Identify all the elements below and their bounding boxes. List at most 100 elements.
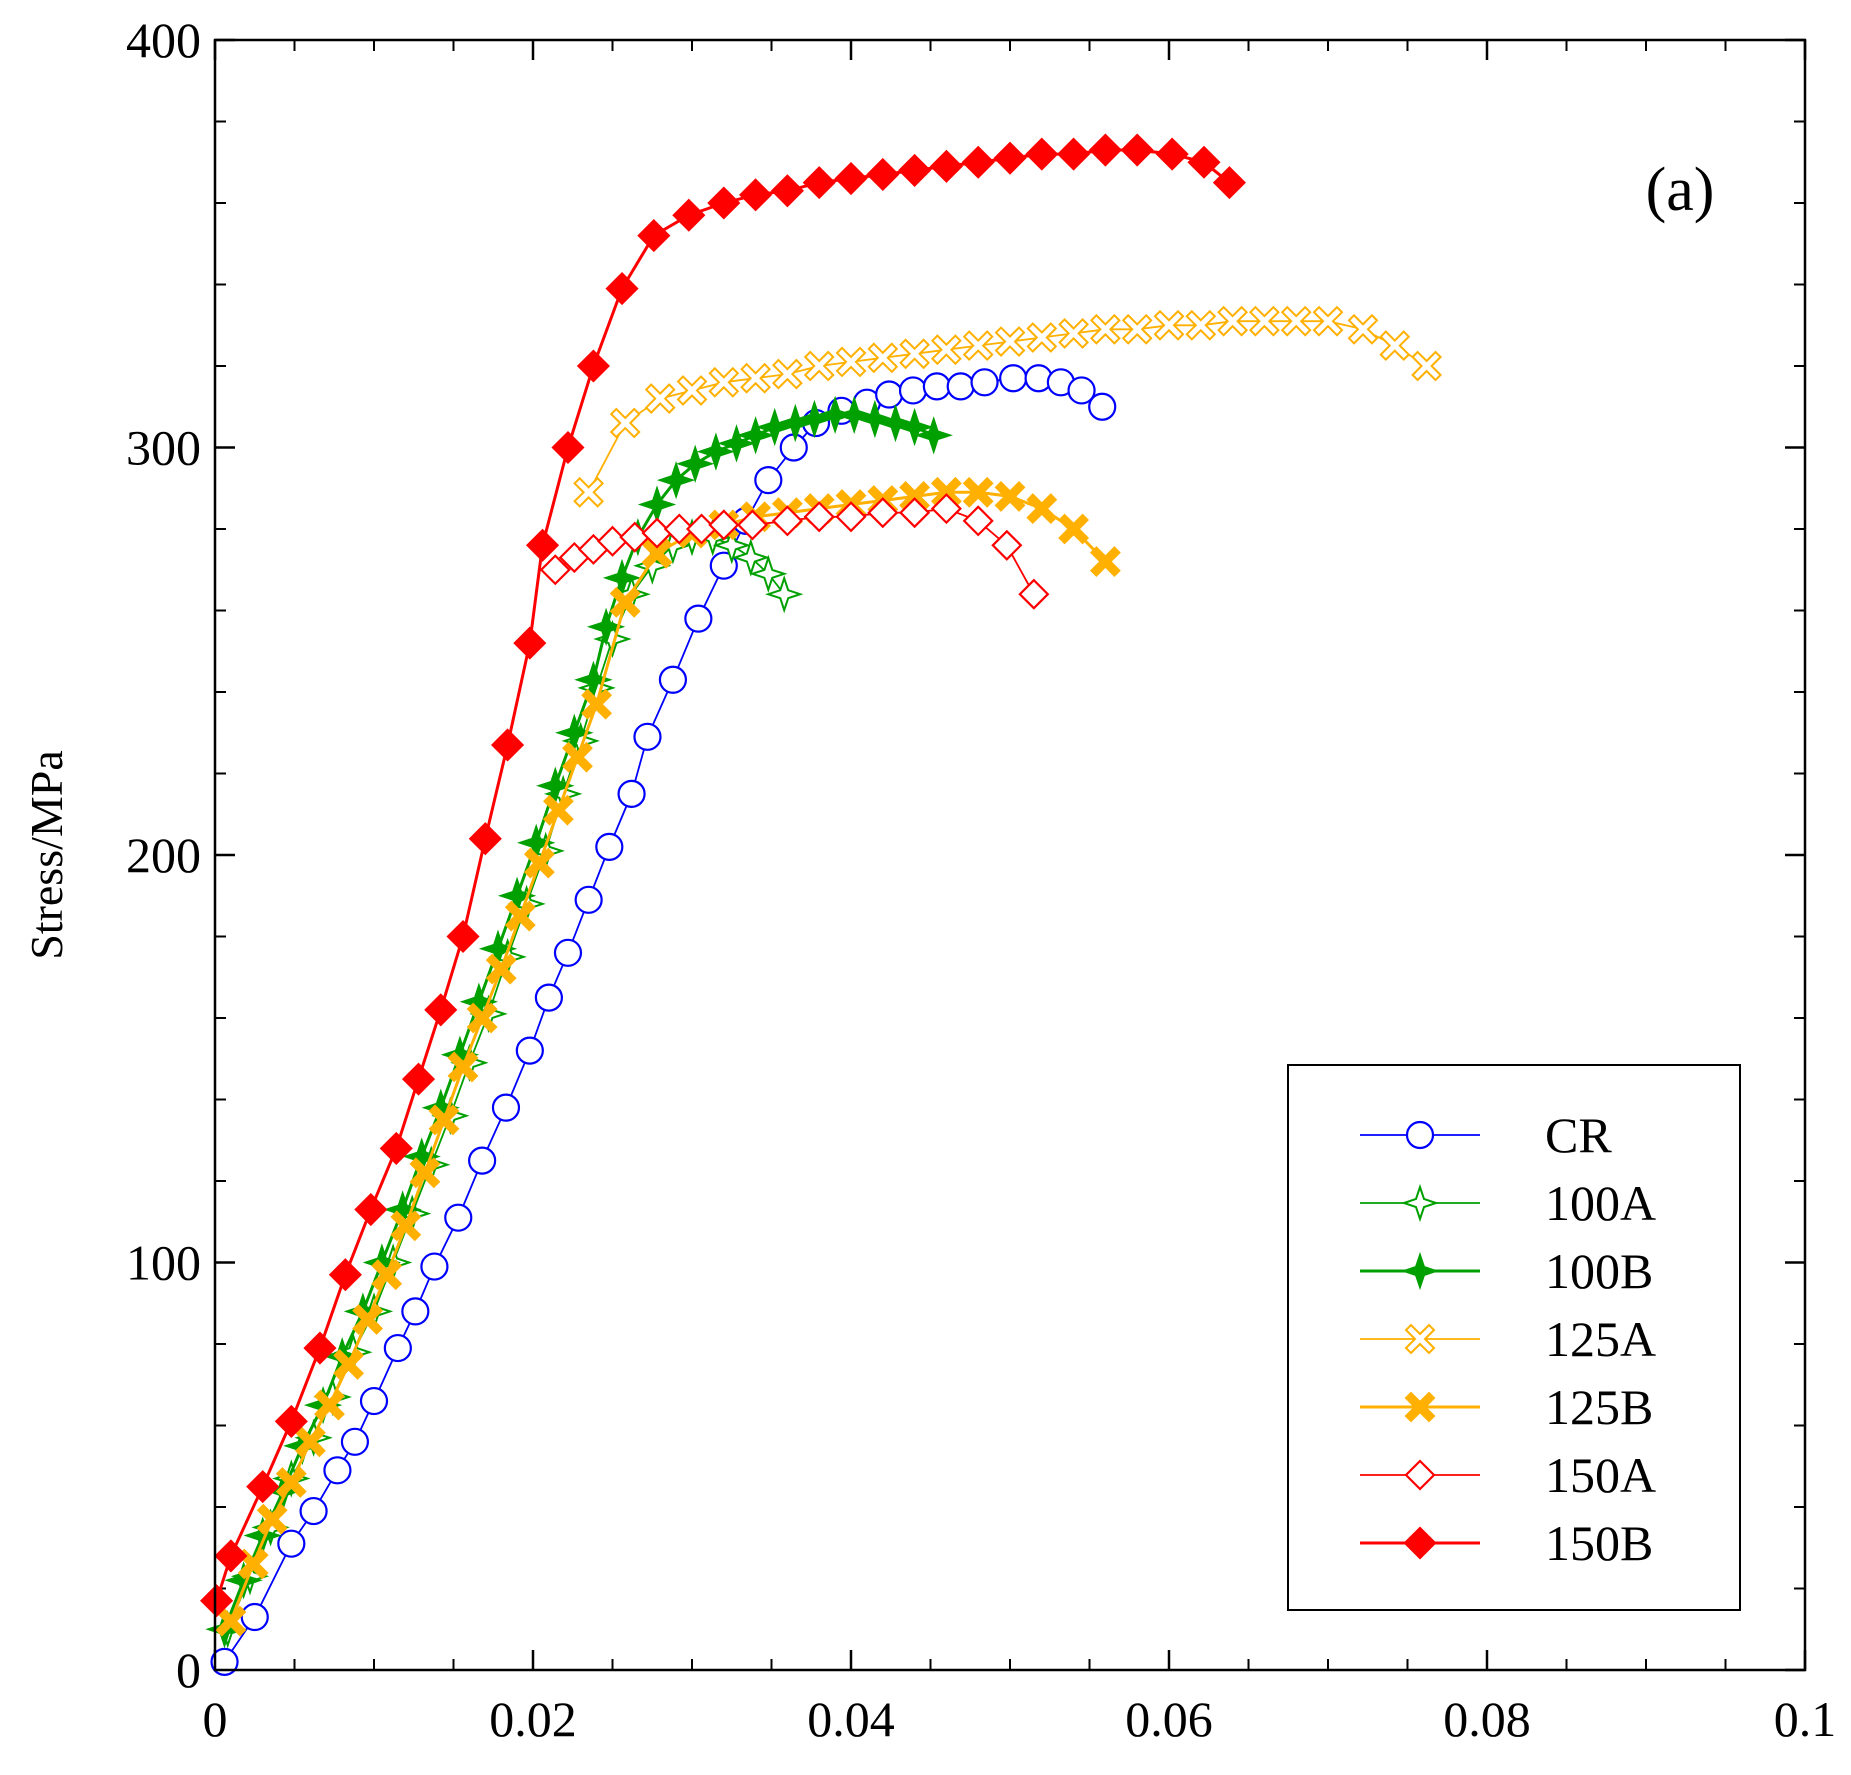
data-point-CR: [875, 380, 904, 409]
data-point-125A: [835, 346, 867, 378]
data-point-125A: [1185, 309, 1217, 341]
series-150B: [200, 133, 1246, 1618]
x-tick-label: 0.02: [489, 1691, 577, 1747]
data-point-125A: [676, 375, 708, 406]
data-point-150B: [961, 145, 995, 179]
data-point-125B: [994, 480, 1026, 512]
data-point-125B: [609, 586, 641, 618]
data-point-CR: [999, 364, 1028, 393]
data-point-100B: [676, 444, 715, 483]
data-point-CR: [240, 1602, 269, 1632]
data-point-125B: [1026, 493, 1058, 525]
x-tick-label: 0.06: [1125, 1691, 1213, 1747]
data-point-CR: [1067, 376, 1096, 405]
series-line-100B: [223, 413, 935, 1630]
data-point-150B: [274, 1404, 308, 1438]
data-point-150B: [1212, 166, 1246, 200]
data-point-125A: [740, 362, 772, 394]
data-point-CR: [534, 983, 564, 1012]
data-point-150A: [539, 554, 571, 586]
data-point-150A: [771, 505, 803, 537]
series-line-100A: [226, 536, 785, 1630]
legend-marker: [1403, 1526, 1437, 1560]
data-point-125A: [609, 407, 641, 439]
data-point-125B: [1089, 546, 1121, 578]
data-point-CR: [617, 779, 646, 808]
data-point-125A: [899, 338, 931, 370]
data-point-125B: [371, 1259, 403, 1291]
data-point-125B: [428, 1104, 460, 1136]
data-point-150B: [802, 166, 836, 200]
data-point-CR: [444, 1203, 473, 1232]
legend-item-100B: 100B: [1360, 1243, 1653, 1299]
legend-marker: [1400, 1183, 1440, 1223]
data-point-150A: [867, 497, 899, 529]
data-point-125A: [994, 326, 1026, 358]
legend-item-125B: 125B: [1360, 1379, 1653, 1435]
data-point-150B: [525, 528, 560, 562]
legend-label: 100A: [1545, 1175, 1656, 1231]
series-125A: [573, 305, 1443, 508]
legend: CR 100A 100B 125A 125B 150A 150B: [1287, 1064, 1741, 1611]
data-point-CR: [754, 466, 783, 495]
data-point-150B: [1025, 137, 1059, 171]
data-point-150B: [637, 219, 671, 253]
series-100B: [205, 395, 953, 1649]
data-point-150B: [576, 349, 610, 383]
data-point-100B: [895, 407, 934, 447]
data-point-125B: [256, 1503, 288, 1535]
series-layer: [200, 133, 1443, 1676]
y-tick-label: 100: [126, 1235, 201, 1291]
data-point-CR: [468, 1146, 497, 1175]
data-point-150B: [707, 186, 741, 220]
data-point-125A: [1026, 322, 1058, 353]
data-point-125A: [771, 358, 803, 390]
data-point-125A: [1312, 305, 1344, 337]
data-point-CR: [420, 1252, 449, 1281]
data-point-100A: [749, 554, 788, 593]
data-point-150B: [605, 272, 639, 306]
tick-labels: 0 0.02 0.04 0.06 0.08 0.1 0 100 200 300 400: [126, 12, 1836, 1747]
data-point-125B: [352, 1304, 384, 1335]
data-point-150A: [708, 509, 740, 541]
data-point-150B: [328, 1258, 362, 1292]
data-point-125A: [1121, 313, 1153, 345]
legend-marker: [1404, 1391, 1436, 1423]
legend-label: 100B: [1545, 1243, 1653, 1299]
data-point-150B: [1057, 137, 1091, 171]
y-tick-label: 300: [126, 420, 201, 476]
data-point-125A: [803, 350, 835, 382]
data-point-CR: [277, 1529, 306, 1558]
x-tick-label: 0.1: [1774, 1691, 1837, 1747]
data-point-100B: [224, 1561, 263, 1600]
data-point-CR: [779, 433, 808, 462]
data-point-100B: [656, 460, 696, 500]
data-point-150B: [770, 174, 804, 208]
data-point-150A: [803, 501, 835, 533]
data-point-125B: [962, 476, 994, 508]
data-point-150A: [962, 505, 994, 537]
legend-marker: [1404, 1459, 1436, 1491]
data-point-CR: [595, 832, 624, 861]
data-point-125A: [1089, 313, 1121, 345]
legend-item-CR: CR: [1360, 1107, 1612, 1163]
data-point-150B: [513, 626, 547, 660]
data-point-125B: [409, 1157, 441, 1189]
data-point-150B: [401, 1062, 436, 1096]
data-point-150B: [1088, 133, 1122, 167]
data-point-125B: [504, 900, 536, 932]
data-point-125A: [1153, 309, 1185, 341]
data-point-125B: [1058, 513, 1090, 545]
data-point-150B: [898, 153, 932, 187]
legend-item-150A: 150A: [1360, 1447, 1656, 1503]
series-125B: [215, 476, 1121, 1637]
legend-label: 125A: [1545, 1311, 1656, 1367]
data-point-150B: [834, 161, 868, 196]
data-point-125A: [1347, 313, 1379, 345]
data-point-150A: [663, 513, 695, 545]
data-point-100B: [637, 485, 677, 524]
data-point-125B: [314, 1389, 345, 1421]
data-point-100B: [696, 432, 736, 471]
data-point-CR: [946, 372, 975, 401]
data-point-125A: [708, 366, 740, 398]
